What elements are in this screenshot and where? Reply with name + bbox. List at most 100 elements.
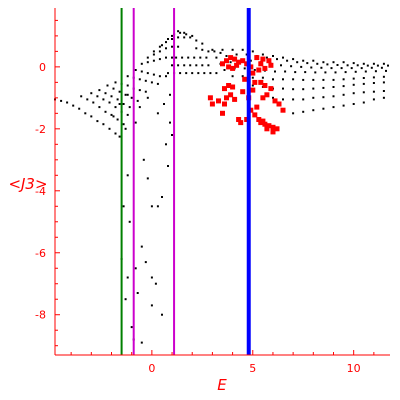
data-point [116, 118, 119, 121]
data-point [215, 72, 218, 75]
data-point [185, 72, 188, 75]
data-point [193, 56, 196, 59]
data-point [356, 64, 359, 67]
data-point [352, 62, 355, 65]
data-point [306, 62, 309, 65]
data-point [280, 107, 286, 113]
data-point [330, 67, 333, 70]
data-point [195, 64, 198, 67]
data-point [262, 121, 268, 127]
data-point [380, 66, 383, 69]
data-point [130, 326, 133, 329]
data-point [251, 76, 254, 79]
data-point [171, 64, 173, 67]
data-point [140, 245, 143, 248]
data-point [274, 70, 276, 73]
reference-lines [120, 8, 251, 355]
data-point [102, 98, 105, 101]
data-point [124, 93, 127, 96]
data-point [134, 121, 137, 124]
data-point [177, 45, 180, 48]
data-point [372, 98, 375, 101]
series-0 [54, 30, 389, 344]
data-point [256, 117, 262, 122]
data-point [352, 103, 355, 105]
data-point [352, 83, 355, 86]
data-point [78, 107, 81, 110]
data-point [272, 78, 274, 81]
data-point [252, 112, 258, 118]
data-point [262, 65, 268, 71]
data-point [302, 98, 305, 101]
data-point [195, 39, 198, 42]
data-point [260, 118, 266, 124]
data-point [312, 78, 315, 81]
data-point [156, 82, 159, 85]
data-point [80, 95, 83, 98]
y-tick-label: 0 [39, 61, 46, 74]
x-tick-label: 0 [148, 362, 155, 375]
data-point [86, 98, 89, 101]
data-point [234, 62, 240, 68]
data-point [222, 101, 227, 107]
data-point [126, 84, 129, 87]
data-point [300, 65, 303, 68]
data-point [342, 61, 345, 64]
data-point [302, 78, 305, 81]
data-point [272, 98, 278, 104]
data-point [122, 123, 125, 126]
data-point [207, 64, 210, 67]
data-point [302, 59, 305, 62]
data-point [382, 96, 385, 99]
data-point [370, 66, 373, 69]
data-point [179, 72, 182, 75]
data-point [249, 59, 252, 62]
data-point [336, 64, 339, 66]
data-point [108, 127, 111, 130]
data-point [124, 127, 127, 130]
data-point [332, 86, 335, 88]
data-point [98, 106, 101, 109]
x-tick-label: 5 [249, 362, 256, 375]
data-point [136, 292, 139, 294]
data-point [126, 113, 129, 116]
data-point [122, 103, 125, 105]
data-point [248, 107, 254, 113]
data-point [225, 55, 228, 57]
data-point [253, 69, 256, 71]
data-point [191, 34, 194, 37]
data-point [110, 113, 113, 116]
data-point [171, 38, 173, 40]
data-point [322, 61, 325, 64]
data-point [90, 92, 93, 95]
data-point [96, 95, 99, 98]
data-point [226, 64, 232, 70]
data-point [310, 66, 313, 69]
data-point [252, 79, 258, 85]
data-point [161, 313, 163, 316]
data-point [126, 93, 129, 96]
data-point [312, 87, 315, 90]
data-point [138, 89, 141, 92]
data-point [154, 282, 157, 285]
y-tick-label: -8 [35, 309, 46, 322]
data-point [286, 59, 289, 62]
data-point [114, 106, 117, 109]
data-point [183, 36, 186, 39]
data-point [84, 112, 87, 115]
data-point [235, 53, 238, 56]
data-point [282, 56, 284, 59]
data-point [177, 30, 180, 33]
data-point [150, 205, 153, 208]
data-point [228, 55, 234, 61]
data-point [60, 99, 63, 102]
data-point [362, 82, 365, 85]
data-point [112, 115, 115, 118]
series-layer [54, 30, 389, 344]
data-point [280, 64, 282, 67]
data-point [312, 109, 315, 112]
data-point [220, 110, 225, 116]
data-point [175, 56, 178, 59]
data-point [276, 58, 278, 61]
